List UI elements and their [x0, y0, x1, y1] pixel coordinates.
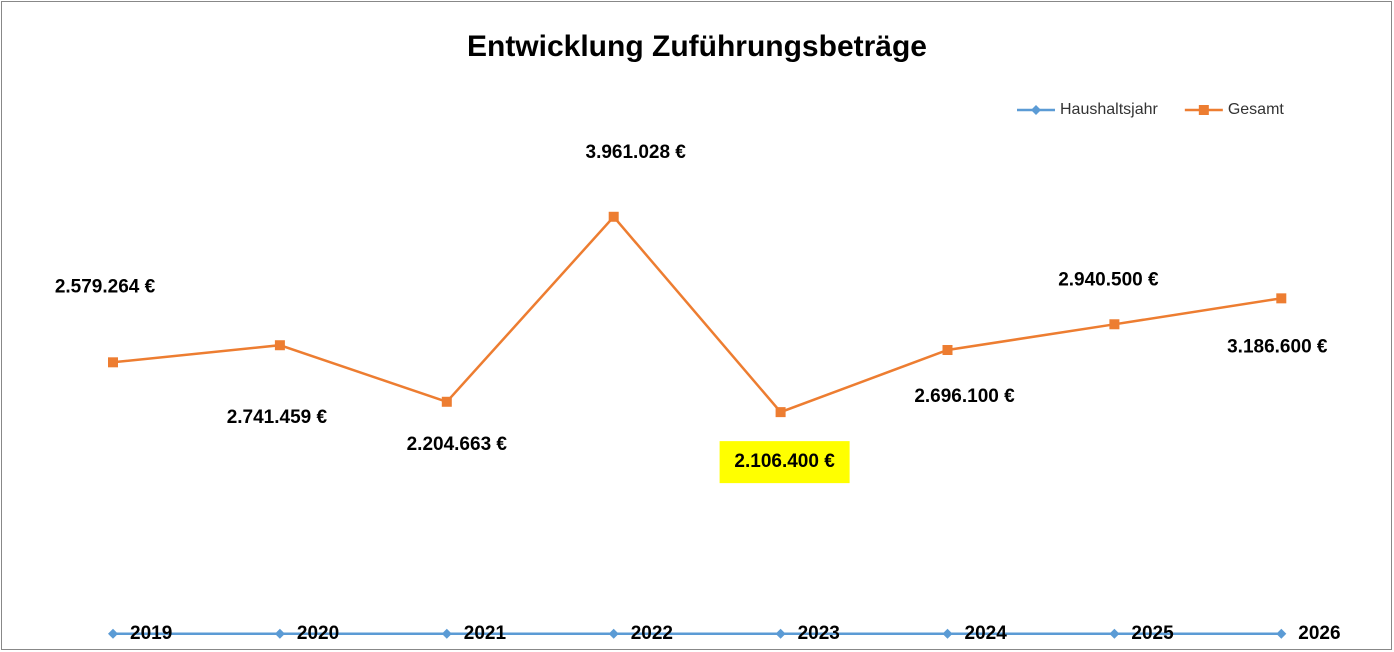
data-label: 2024 [965, 623, 1008, 644]
marker [1031, 105, 1041, 115]
marker [775, 407, 786, 418]
marker [274, 628, 285, 639]
marker [108, 357, 118, 368]
line [112, 214, 1282, 414]
marker [608, 628, 619, 639]
marker [441, 396, 452, 407]
marker [608, 211, 619, 222]
data-label: 2022 [631, 623, 673, 644]
data-label: 2020 [297, 623, 339, 644]
data-label: 2.741.459 € [227, 407, 328, 428]
marker [108, 628, 118, 639]
data-label: 2.579.264 € [55, 276, 156, 297]
data-label: 2.696.100 € [914, 386, 1015, 407]
chart-title: Entwicklung Zuführungsbeträge [467, 30, 927, 63]
marker [775, 628, 786, 639]
data-label: 2.106.400 € [734, 451, 835, 472]
data-label: 2.204.663 € [407, 434, 508, 455]
marker [1276, 628, 1287, 639]
marker [1109, 628, 1120, 639]
marker [274, 340, 285, 351]
marker [1276, 293, 1287, 304]
data-label: 3.186.600 € [1227, 336, 1328, 357]
marker [441, 628, 452, 639]
data-label: 3.961.028 € [586, 142, 687, 163]
data-label: 2021 [464, 623, 507, 644]
marker [942, 628, 953, 639]
label-highlight [719, 441, 850, 484]
data-label: 2025 [1131, 623, 1174, 644]
data-label: 2023 [798, 623, 840, 644]
legend-label: Gesamt [1228, 101, 1285, 118]
marker [1198, 105, 1209, 115]
legend-label: Haushaltsjahr [1060, 101, 1159, 118]
marker [1109, 319, 1120, 330]
marker [942, 345, 953, 356]
data-label: 2026 [1298, 623, 1340, 644]
data-label: 2019 [130, 623, 172, 644]
data-label: 2.940.500 € [1058, 269, 1159, 290]
